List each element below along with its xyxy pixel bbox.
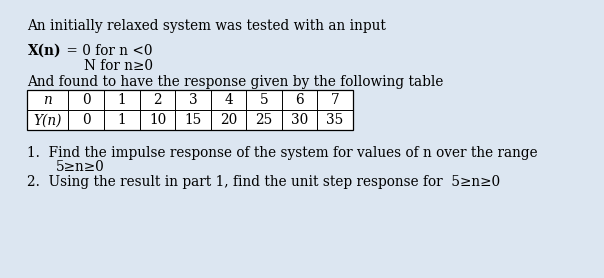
Text: 6: 6	[295, 93, 304, 107]
Text: 2: 2	[153, 93, 162, 107]
Text: = 0 for n <0: = 0 for n <0	[62, 44, 152, 58]
Text: 0: 0	[82, 93, 91, 107]
Text: 1: 1	[118, 93, 126, 107]
Text: 25: 25	[255, 113, 272, 127]
Text: n: n	[43, 93, 52, 107]
Text: 1: 1	[118, 113, 126, 127]
Text: 5≥n≥0: 5≥n≥0	[56, 160, 105, 174]
Text: 20: 20	[220, 113, 237, 127]
Text: 2.  Using the result in part 1, find the unit step response for  5≥n≥0: 2. Using the result in part 1, find the …	[27, 175, 501, 188]
Bar	[27, 90, 353, 130]
Text: 35: 35	[327, 113, 344, 127]
Text: 3: 3	[188, 93, 198, 107]
Text: 10: 10	[149, 113, 166, 127]
Text: 15: 15	[184, 113, 202, 127]
Text: Y(n): Y(n)	[33, 113, 62, 127]
Text: 0: 0	[82, 113, 91, 127]
Text: 1.  Find the impulse response of the system for values of n over the range: 1. Find the impulse response of the syst…	[27, 146, 538, 160]
Text: 30: 30	[291, 113, 308, 127]
Text: 4: 4	[224, 93, 233, 107]
Text: N for n≥0: N for n≥0	[84, 59, 153, 73]
Text: An initially relaxed system was tested with an input: An initially relaxed system was tested w…	[27, 19, 387, 33]
Text: X(n): X(n)	[27, 44, 61, 58]
Text: 5: 5	[260, 93, 268, 107]
Text: And found to have the response given by the following table: And found to have the response given by …	[27, 75, 444, 89]
Text: 7: 7	[331, 93, 339, 107]
